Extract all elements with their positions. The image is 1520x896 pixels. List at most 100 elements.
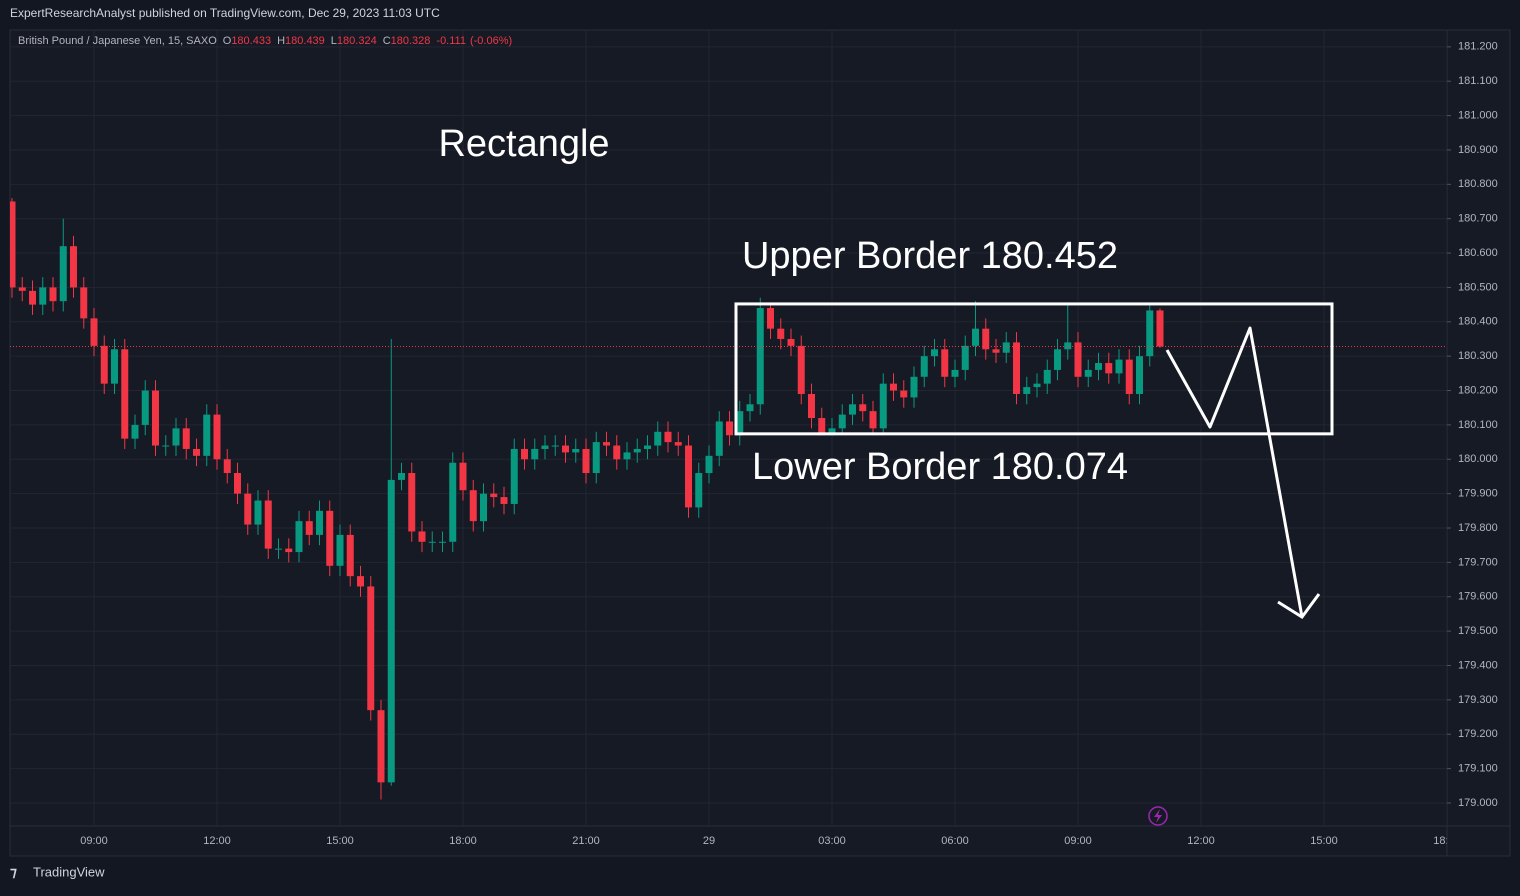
tv-logo: ⁊ xyxy=(10,864,17,880)
candle-body xyxy=(203,414,211,456)
legend-l: L xyxy=(331,35,337,47)
candle-body xyxy=(254,500,262,525)
x-tick-label: 06:00 xyxy=(941,835,969,847)
candle-body xyxy=(213,414,221,460)
candle-body xyxy=(746,404,754,412)
x-tick-label: 18:00 xyxy=(449,835,477,847)
candle-body xyxy=(29,290,36,305)
candle-body xyxy=(654,431,662,446)
candle-body xyxy=(562,445,569,453)
candle-body xyxy=(234,473,241,494)
candle-body xyxy=(377,710,385,783)
brand: TradingView xyxy=(33,864,105,879)
y-tick-label: 179.300 xyxy=(1458,694,1498,706)
candle-body xyxy=(572,448,580,453)
candle-body xyxy=(1054,349,1061,370)
y-tick-label: 180.200 xyxy=(1458,384,1498,396)
candle-body xyxy=(644,445,651,449)
candle-body xyxy=(859,404,867,412)
candle-body xyxy=(1084,369,1092,377)
x-tick-label: 03:00 xyxy=(818,835,846,847)
candle-body xyxy=(828,428,836,436)
y-tick-label: 180.300 xyxy=(1458,350,1498,362)
candle-body xyxy=(961,345,969,370)
candle-body xyxy=(603,442,610,446)
candle-body xyxy=(715,421,723,456)
candle-body xyxy=(797,345,805,394)
candle-body xyxy=(162,445,170,447)
candle-body xyxy=(49,287,57,302)
candle-body xyxy=(521,448,528,460)
x-tick-label: 15:00 xyxy=(1310,835,1338,847)
candle-body xyxy=(418,531,426,542)
lower-label: Lower Border 180.074 xyxy=(752,446,1128,488)
y-tick-label: 180.400 xyxy=(1458,316,1498,328)
x-tick-label: 12:00 xyxy=(1187,835,1215,847)
candle-body xyxy=(869,411,877,429)
candle-body xyxy=(316,510,323,535)
candle-body xyxy=(890,383,897,391)
candle-body xyxy=(398,473,405,480)
candle-body xyxy=(592,442,600,474)
candle-body xyxy=(972,328,979,346)
candle-body xyxy=(182,428,190,449)
candle-body xyxy=(1033,383,1041,388)
candle-body xyxy=(1146,310,1154,357)
candle-body xyxy=(357,576,364,587)
y-tick-label: 180.500 xyxy=(1458,281,1498,293)
candle-body xyxy=(100,345,108,384)
candle-body xyxy=(80,287,88,319)
alert-icon[interactable] xyxy=(1148,806,1168,826)
candle-body xyxy=(1125,359,1133,394)
candle-body xyxy=(541,445,549,449)
x-tick-label: 09:00 xyxy=(80,835,108,847)
y-tick-label: 180.000 xyxy=(1458,453,1498,465)
candle-body xyxy=(244,493,252,525)
y-tick-label: 180.100 xyxy=(1458,419,1498,431)
candle-body xyxy=(469,490,477,522)
candle-body xyxy=(408,473,416,532)
x-tick-label: 09:00 xyxy=(1064,835,1092,847)
alert-bolt xyxy=(1154,809,1162,823)
y-tick-label: 179.000 xyxy=(1458,797,1498,809)
candle-body xyxy=(551,445,559,447)
candle-body xyxy=(480,493,487,522)
y-tick-label: 180.800 xyxy=(1458,178,1498,190)
candle-body xyxy=(1064,342,1072,350)
candle-body xyxy=(459,462,467,491)
candle-body xyxy=(367,586,375,711)
candle-body xyxy=(838,414,846,429)
annotation-title: Rectangle xyxy=(438,123,609,165)
y-tick-label: 179.400 xyxy=(1458,659,1498,671)
legend-close: 180.328 xyxy=(391,35,431,47)
legend-c: C xyxy=(383,35,391,47)
candle-body xyxy=(305,521,313,535)
y-tick-label: 179.600 xyxy=(1458,591,1498,603)
candle-body xyxy=(951,369,959,377)
legend-h: H xyxy=(277,35,285,47)
price-axis: 179.000 179.100 179.200 179.300 179.400 179.5… xyxy=(1447,41,1498,809)
candle-body xyxy=(633,448,641,453)
candle-body xyxy=(1002,342,1010,353)
candle-body xyxy=(1105,363,1113,374)
upper-label: Upper Border 180.452 xyxy=(742,235,1118,277)
x-tick-label: 29 xyxy=(703,835,715,847)
candle-body xyxy=(777,328,785,339)
candle-body xyxy=(428,541,436,543)
candle-body xyxy=(346,534,354,577)
y-tick-label: 179.100 xyxy=(1458,763,1498,775)
candle-body xyxy=(275,548,282,550)
candle-body xyxy=(449,462,457,542)
candle-body xyxy=(849,404,856,415)
candle-body xyxy=(582,448,590,474)
candle-body xyxy=(152,390,159,446)
candle-body xyxy=(90,318,98,346)
candle-body xyxy=(439,541,446,543)
candle-body xyxy=(141,390,149,425)
time-axis: 09:00 12:00 15:00 18:00 21:00 29 03:00 06:00 09:… xyxy=(80,835,1447,847)
candle-body xyxy=(264,500,272,549)
legend-change-percent: (-0.06%) xyxy=(470,35,512,47)
projection-path xyxy=(1165,326,1304,618)
candle-body xyxy=(131,424,139,439)
